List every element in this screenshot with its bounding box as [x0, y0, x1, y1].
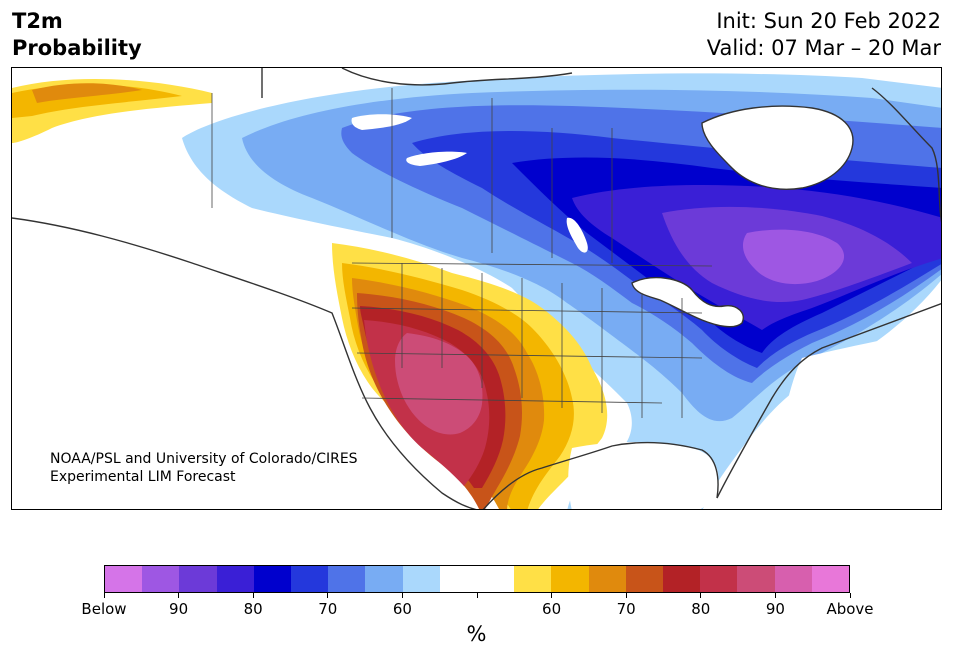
warm-region-90 [395, 333, 483, 435]
colorbar-tick-label: 60 [392, 600, 412, 618]
colorbar-swatch [328, 566, 366, 592]
colorbar-swatch [216, 566, 254, 592]
colorbar-swatch [663, 566, 701, 592]
colorbar-tick-label: 90 [169, 600, 189, 618]
coastlines [12, 68, 941, 509]
alaska-warm-peak [32, 83, 142, 103]
colorbar [104, 565, 850, 593]
forecast-map: NOAA/PSL and University of Colorado/CIRE… [11, 67, 942, 510]
hudson-bay [702, 106, 853, 190]
colorbar-swatch [774, 566, 812, 592]
colorbar-unit: % [466, 622, 487, 646]
colorbar-swatch [291, 566, 329, 592]
colorbar-tick [103, 593, 105, 598]
colorbar-tick-label: 60 [542, 600, 562, 618]
colorbar-swatch [365, 566, 403, 592]
title-variable: T2m [12, 9, 63, 33]
colorbar-tick [252, 593, 254, 598]
colorbar-swatch [253, 566, 292, 592]
colorbar-swatch [439, 566, 478, 592]
colorbar-tick-label: 80 [243, 600, 263, 618]
colorbar-swatch [551, 566, 589, 592]
colorbar-tick-label: 70 [616, 600, 636, 618]
colorbar-tick [849, 593, 851, 598]
map-credit: NOAA/PSL and University of Colorado/CIRE… [50, 450, 358, 486]
valid-range: Valid: 07 Mar – 20 Mar [706, 36, 941, 60]
credit-line-2: Experimental LIM Forecast [50, 469, 236, 485]
lake-winnipeg [566, 217, 588, 253]
init-date: Init: Sun 20 Feb 2022 [716, 9, 941, 33]
colorbar-ticks: Below 90 80 70 60 60 70 80 90 Above [81, 593, 874, 623]
pacific-ocean-mask [12, 218, 451, 509]
colorbar-tick [700, 593, 702, 598]
colorbar-swatch [514, 566, 552, 592]
atlantic-mask [752, 328, 941, 509]
chart-title: T2m Probability [12, 8, 142, 62]
date-info: Init: Sun 20 Feb 2022 Valid: 07 Mar – 20… [707, 8, 941, 62]
state-borders [211, 88, 713, 418]
colorbar-tick-label: 80 [691, 600, 711, 618]
title-type: Probability [12, 36, 142, 60]
colorbar-tick [178, 593, 180, 598]
colorbar-tick-label: Below [81, 600, 127, 618]
cold-region-purple-95 [742, 229, 845, 285]
great-bear-lake [351, 114, 412, 130]
colorbar-tick-label: 70 [318, 600, 338, 618]
colorbar-swatch [588, 566, 626, 592]
colorbar-tick [551, 593, 553, 598]
colorbar-tick [476, 593, 478, 598]
colorbar-tick [625, 593, 627, 598]
colorbar-swatch [105, 566, 143, 592]
great-slave-lake [406, 151, 467, 166]
colorbar-swatch [402, 566, 440, 592]
colorbar-swatch [737, 566, 775, 592]
gulf-mask [568, 442, 719, 509]
credit-line-1: NOAA/PSL and University of Colorado/CIRE… [50, 451, 358, 467]
colorbar-tick-label: Above [826, 600, 874, 618]
colorbar-swatch [811, 566, 850, 592]
colorbar-swatch [477, 566, 515, 592]
colorbar-tick-label: 90 [765, 600, 785, 618]
colorbar-swatch [625, 566, 664, 592]
colorbar-tick [327, 593, 329, 598]
colorbar-tick [401, 593, 403, 598]
great-lakes [632, 277, 744, 327]
colorbar-swatch [700, 566, 738, 592]
colorbar-swatch [179, 566, 217, 592]
colorbar-tick [774, 593, 776, 598]
colorbar-swatch [142, 566, 180, 592]
map-svg [12, 68, 941, 509]
